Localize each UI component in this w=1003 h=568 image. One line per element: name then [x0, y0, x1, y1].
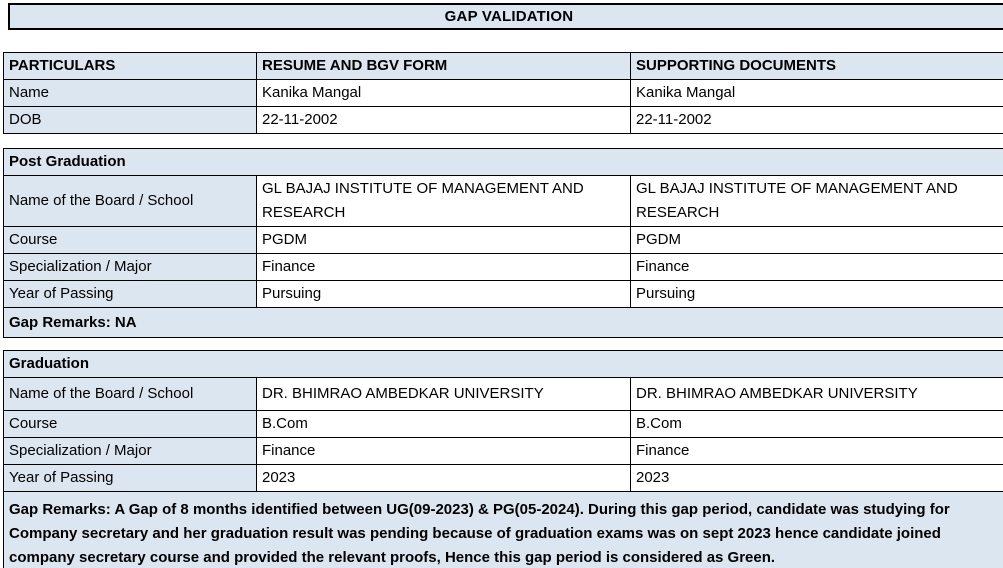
dob-supporting-value: 22-11-2002 [630, 106, 1003, 134]
table-row-board-school: Name of the Board / School GL BAJAJ INST… [3, 175, 1003, 227]
table-row-board-school: Name of the Board / School DR. BHIMRAO A… [3, 377, 1003, 411]
pg-year-resume-value: Pursuing [256, 280, 631, 308]
pg-year-supporting-value: Pursuing [630, 280, 1003, 308]
section-header-row: Graduation [2, 350, 1003, 378]
section-header-graduation: Graduation [2, 350, 1003, 378]
pg-specialization-resume-value: Finance [256, 253, 631, 281]
table-row-course: Course PGDM PGDM [3, 226, 1003, 254]
grad-specialization-resume-value: Finance [256, 437, 631, 465]
table-row-year-of-passing: Year of Passing Pursuing Pursuing [3, 280, 1003, 308]
row-label-course: Course [3, 410, 257, 438]
name-resume-value: Kanika Mangal [256, 79, 631, 107]
page-title: GAP VALIDATION [444, 8, 574, 25]
row-label-year-of-passing: Year of Passing [3, 464, 257, 492]
table-row-dob: DOB 22-11-2002 22-11-2002 [3, 106, 1003, 134]
pg-course-supporting-value: PGDM [630, 226, 1003, 254]
row-label-specialization: Specialization / Major [3, 437, 257, 465]
section-header-post-graduation: Post Graduation [3, 148, 1003, 176]
table-row-year-of-passing: Year of Passing 2023 2023 [3, 464, 1003, 492]
dob-resume-value: 22-11-2002 [256, 106, 631, 134]
particulars-table: PARTICULARS RESUME AND BGV FORM SUPPORTI… [3, 52, 1003, 134]
section-header-row: Post Graduation [3, 148, 1003, 176]
gap-remarks-row: Gap Remarks: A Gap of 8 months identifie… [2, 491, 1003, 568]
grad-specialization-supporting-value: Finance [629, 437, 1003, 465]
name-supporting-value: Kanika Mangal [630, 79, 1003, 107]
table-header-row: PARTICULARS RESUME AND BGV FORM SUPPORTI… [3, 52, 1003, 80]
grad-board-supporting-value: DR. BHIMRAO AMBEDKAR UNIVERSITY [629, 377, 1003, 411]
row-label-year-of-passing: Year of Passing [3, 280, 257, 308]
pg-board-supporting-value: GL BAJAJ INSTITUTE OF MANAGEMENT AND RES… [630, 175, 1003, 227]
table-row-course: Course B.Com B.Com [3, 410, 1003, 438]
pg-course-resume-value: PGDM [256, 226, 631, 254]
row-label-specialization: Specialization / Major [3, 253, 257, 281]
post-graduation-table: Post Graduation Name of the Board / Scho… [3, 148, 1003, 338]
grad-course-supporting-value: B.Com [629, 410, 1003, 438]
pg-board-resume-value: GL BAJAJ INSTITUTE OF MANAGEMENT AND RES… [256, 175, 631, 227]
title-bar: GAP VALIDATION [8, 3, 1003, 30]
grad-board-resume-value: DR. BHIMRAO AMBEDKAR UNIVERSITY [256, 377, 631, 411]
table-row-specialization: Specialization / Major Finance Finance [3, 437, 1003, 465]
grad-year-resume-value: 2023 [256, 464, 631, 492]
grad-year-supporting-value: 2023 [629, 464, 1003, 492]
grad-course-resume-value: B.Com [256, 410, 631, 438]
graduation-gap-remarks: Gap Remarks: A Gap of 8 months identifie… [2, 491, 1003, 568]
row-label-name: Name [3, 79, 257, 107]
column-header-supporting-docs: SUPPORTING DOCUMENTS [630, 52, 1003, 80]
table-row-name: Name Kanika Mangal Kanika Mangal [3, 79, 1003, 107]
table-row-specialization: Specialization / Major Finance Finance [3, 253, 1003, 281]
gap-remarks-row: Gap Remarks: NA [3, 307, 1003, 338]
pg-specialization-supporting-value: Finance [630, 253, 1003, 281]
post-graduation-gap-remarks: Gap Remarks: NA [3, 307, 1003, 338]
row-label-course: Course [3, 226, 257, 254]
graduation-table: Graduation Name of the Board / School DR… [2, 350, 1003, 568]
column-header-resume-bgv: RESUME AND BGV FORM [256, 52, 631, 80]
row-label-board-school: Name of the Board / School [3, 377, 257, 411]
row-label-dob: DOB [3, 106, 257, 134]
row-label-board-school: Name of the Board / School [3, 175, 257, 227]
column-header-particulars: PARTICULARS [3, 52, 257, 80]
